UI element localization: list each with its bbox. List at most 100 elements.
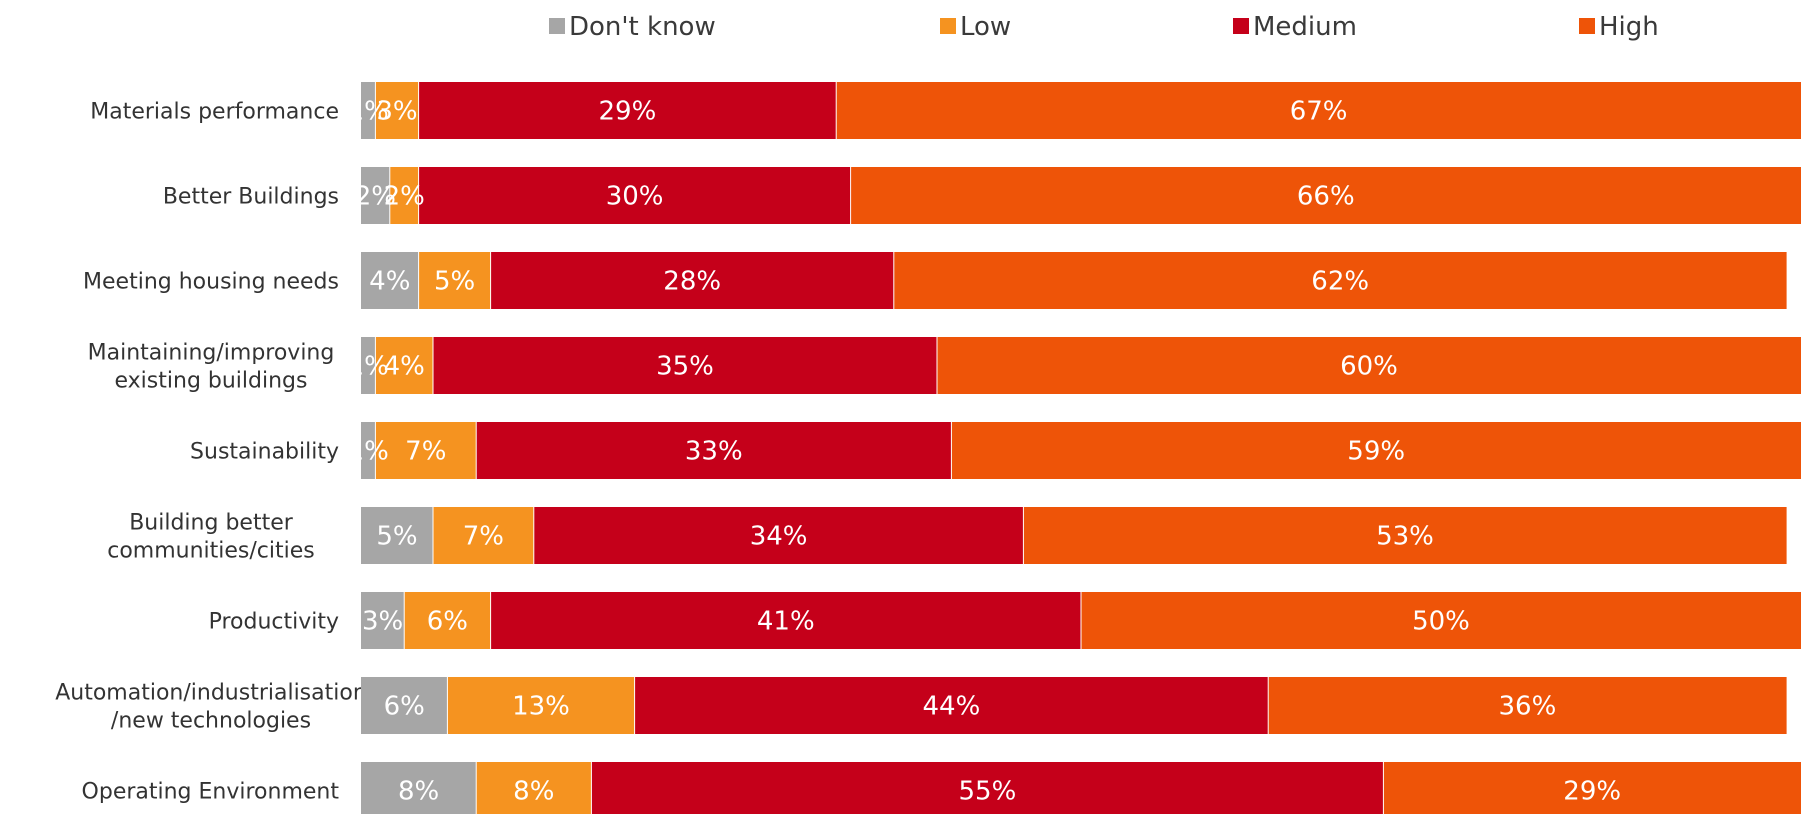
bar-segment [418, 167, 851, 224]
data-label: 3% [376, 97, 417, 127]
data-label: 59% [1347, 437, 1405, 467]
data-label: 1% [348, 437, 389, 467]
data-label: 29% [1563, 777, 1621, 807]
data-label: 7% [463, 522, 504, 552]
category-label-line: Operating Environment [82, 780, 340, 805]
data-label: 29% [599, 97, 657, 127]
data-label: 8% [398, 777, 439, 807]
bar-segment [361, 592, 405, 649]
legend-label: High [1599, 12, 1659, 42]
data-label: 3% [362, 607, 403, 637]
bar-segment [361, 337, 376, 394]
category-label: Meeting housing needs [83, 270, 339, 295]
legend-label: Low [960, 12, 1011, 42]
data-label: 5% [376, 522, 417, 552]
legend-label: Don't know [569, 12, 716, 42]
bar-segment [591, 762, 1384, 818]
data-label: 13% [512, 692, 570, 722]
bar-segment [375, 422, 477, 479]
category-label-line: Sustainability [190, 440, 339, 465]
data-label: 44% [923, 692, 981, 722]
bar-segment [1383, 762, 1801, 818]
bar-segment [1081, 592, 1801, 649]
category-label-line: Building better [129, 511, 294, 536]
category-label-line: Productivity [209, 610, 339, 635]
bar-segment [361, 422, 376, 479]
data-label: 50% [1412, 607, 1470, 637]
legend: Don't know Low Medium High [549, 12, 1659, 42]
category-label-line: Meeting housing needs [83, 270, 339, 295]
legend-swatch [940, 18, 956, 34]
bar-segment [375, 337, 433, 394]
category-labels: Materials performance Better Buildings Mee… [55, 100, 367, 805]
data-label: 7% [405, 437, 446, 467]
bar-segment [361, 762, 477, 818]
data-label: 60% [1340, 352, 1398, 382]
legend-swatch [1579, 18, 1595, 34]
bar-segment [361, 507, 433, 564]
data-label: 4% [369, 267, 410, 297]
legend-swatch [1233, 18, 1249, 34]
bar-segment [490, 592, 1082, 649]
bar-segment [1023, 507, 1787, 564]
category-label: Operating Environment [82, 780, 340, 805]
data-label: 2% [355, 182, 396, 212]
bars: 1%3% 29% 67%2%2% 30% 66%4% 5% 28% 62%1%4% 35% 60%… [348, 82, 1801, 818]
category-label: Productivity [209, 610, 339, 635]
bar-segment [418, 82, 837, 139]
bar-segment [361, 677, 448, 734]
category-label-line: Better Buildings [163, 185, 339, 210]
category-label: Sustainability [190, 440, 339, 465]
data-label: 1% [348, 352, 389, 382]
data-label: 35% [656, 352, 714, 382]
data-label: 33% [685, 437, 743, 467]
bar-segment [476, 762, 592, 818]
data-label: 34% [750, 522, 808, 552]
bar-segment [447, 677, 635, 734]
category-label: Better Buildings [163, 185, 339, 210]
data-label: 8% [513, 777, 554, 807]
category-label-line: existing buildings [115, 369, 308, 394]
legend-label: Medium [1253, 12, 1357, 42]
category-label-line: Materials performance [90, 100, 339, 125]
legend-swatch [549, 18, 565, 34]
bar-segment [389, 167, 419, 224]
data-label: 28% [663, 267, 721, 297]
bar-segment [937, 337, 1801, 394]
bar-segment [951, 422, 1801, 479]
data-label: 6% [427, 607, 468, 637]
category-label: Maintaining/improving existing buildings [88, 341, 335, 394]
data-label: 55% [959, 777, 1017, 807]
data-label: 66% [1297, 182, 1355, 212]
category-label: Building better communities/cities [107, 511, 315, 564]
bar-segment [418, 252, 491, 309]
data-label: 4% [384, 352, 425, 382]
data-label: 36% [1499, 692, 1557, 722]
bar-segment [361, 252, 419, 309]
data-label: 30% [606, 182, 664, 212]
bar-segment [433, 337, 937, 394]
bar-segment [433, 507, 534, 564]
data-label: 67% [1290, 97, 1348, 127]
bar-segment [850, 167, 1801, 224]
data-label: 41% [757, 607, 815, 637]
data-label: 62% [1311, 267, 1369, 297]
data-label: 6% [384, 692, 425, 722]
bar-segment [634, 677, 1269, 734]
category-label-line: communities/cities [107, 539, 315, 564]
bar-segment [375, 82, 419, 139]
bar-segment [893, 252, 1787, 309]
category-label-line: Maintaining/improving [88, 341, 335, 366]
bar-segment [404, 592, 491, 649]
data-label: 53% [1376, 522, 1434, 552]
bar-segment [1268, 677, 1787, 734]
data-label: 5% [434, 267, 475, 297]
bar-segment [361, 167, 390, 224]
category-label: Automation/industrialisation/new technol… [55, 681, 367, 734]
bar-segment [836, 82, 1801, 139]
data-label: 2% [384, 182, 425, 212]
data-label: 1% [348, 97, 389, 127]
bar-segment [533, 507, 1024, 564]
